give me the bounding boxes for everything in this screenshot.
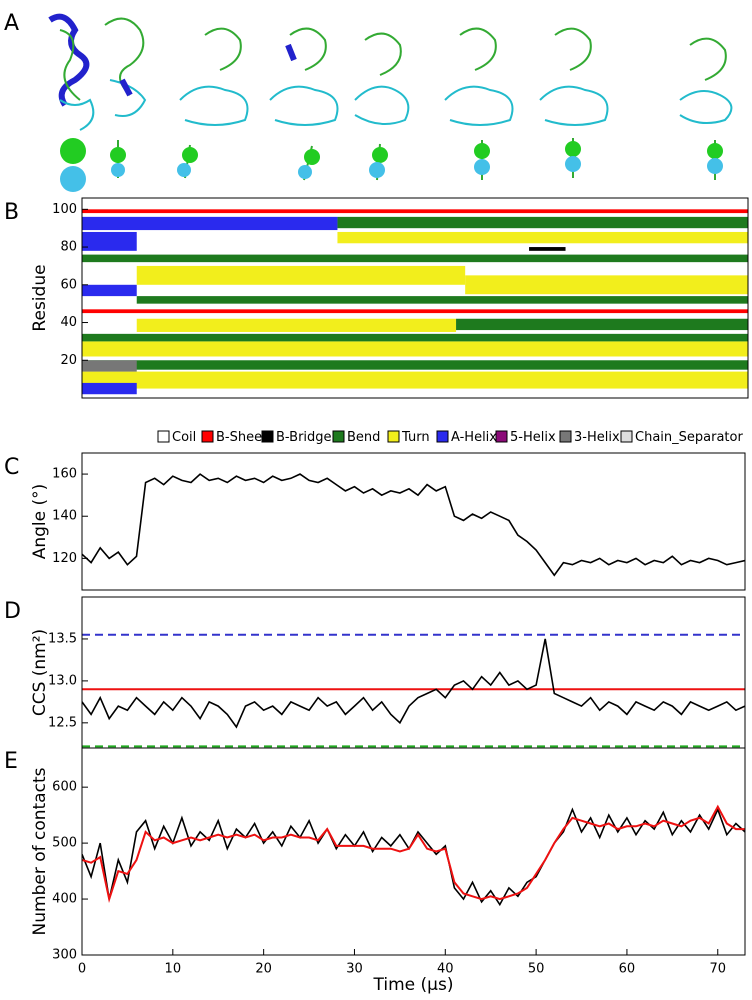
structure-block	[465, 275, 748, 295]
y-tick-label: 400	[52, 892, 77, 907]
legend-label: Coil	[172, 430, 196, 445]
x-tick-label: 10	[165, 962, 182, 977]
y-tick-label: 12.5	[48, 715, 77, 730]
structure-block	[136, 318, 457, 332]
legend-label: Turn	[401, 430, 430, 445]
legend-swatch	[157, 430, 170, 443]
y-axis-label: Angle (°)	[30, 484, 50, 560]
structure-block	[82, 284, 137, 297]
structure-block	[82, 360, 748, 370]
panel-label: D	[4, 599, 21, 624]
y-axis-label: CCS (nm²)	[30, 629, 50, 716]
y-tick-label: 60	[60, 277, 77, 292]
plot-frame	[81, 747, 746, 956]
structures	[48, 13, 733, 131]
structure-block	[82, 231, 137, 251]
legend-swatch	[332, 430, 345, 443]
structure-block	[82, 341, 748, 357]
plot-frame	[81, 197, 749, 399]
structure-block	[82, 309, 748, 314]
plot-area	[82, 804, 745, 907]
legend-swatch	[201, 430, 214, 443]
structure-block	[82, 216, 338, 231]
structure-block	[337, 231, 748, 244]
legend-swatch	[620, 430, 633, 443]
legend-swatch	[261, 430, 274, 443]
y-tick-label: 120	[52, 551, 77, 566]
structure-block	[82, 333, 748, 342]
series-line	[82, 473, 745, 577]
plot-frame	[81, 596, 746, 749]
legend-label: Bend	[347, 430, 380, 445]
x-tick-label: 60	[619, 962, 636, 977]
domain-markers	[60, 138, 723, 192]
structure-block	[136, 265, 466, 285]
structure-block	[82, 209, 748, 214]
plot-frame	[81, 452, 746, 591]
legend-label: 5-Helix	[510, 430, 556, 445]
panel-label: E	[4, 749, 18, 774]
y-tick-label: 600	[52, 780, 77, 795]
y-tick-label: 80	[60, 240, 77, 255]
plot-area	[82, 473, 745, 577]
y-tick-label: 13.0	[48, 673, 77, 688]
y-tick-label: 100	[52, 202, 77, 217]
structure-block	[82, 382, 137, 395]
y-tick-label: 300	[52, 948, 77, 963]
y-tick-label: 500	[52, 836, 77, 851]
structure-block	[529, 247, 566, 251]
legend-swatch	[387, 430, 400, 443]
legend-label: Chain_Separator	[635, 430, 743, 445]
y-tick-label: 160	[52, 467, 77, 482]
y-axis-label: Number of contacts	[30, 767, 50, 935]
x-tick-label: 20	[255, 962, 272, 977]
panel-label: B	[4, 200, 19, 225]
legend-swatch	[436, 430, 449, 443]
structure-block	[337, 216, 748, 229]
y-axis-label: Residue	[30, 264, 50, 331]
x-tick-label: 70	[709, 962, 726, 977]
structure-block	[456, 318, 748, 331]
legend-label: 3-Helix	[574, 430, 620, 445]
legend-swatch	[495, 430, 508, 443]
panel-label: C	[4, 455, 19, 480]
structure-block	[82, 360, 137, 372]
x-axis-label: Time (μs)	[373, 975, 454, 995]
structure-block	[82, 371, 748, 389]
x-tick-label: 30	[346, 962, 363, 977]
panel-label: A	[4, 11, 19, 36]
y-tick-label: 140	[52, 509, 77, 524]
plot-area	[82, 633, 745, 748]
series-line	[82, 638, 745, 729]
x-tick-label: 0	[78, 962, 86, 977]
legend-label: B-Bridge	[276, 430, 332, 445]
x-tick-label: 40	[437, 962, 454, 977]
structure-block	[82, 254, 748, 263]
y-tick-label: 40	[60, 315, 77, 330]
y-tick-label: 13.5	[48, 631, 77, 646]
x-tick-label: 50	[528, 962, 545, 977]
series-line	[82, 804, 745, 903]
legend-label: A-Helix	[451, 430, 497, 445]
y-tick-label: 20	[60, 353, 77, 368]
legend-label: B-Sheet	[216, 430, 267, 445]
structure-block	[136, 296, 748, 304]
legend-swatch	[559, 430, 572, 443]
